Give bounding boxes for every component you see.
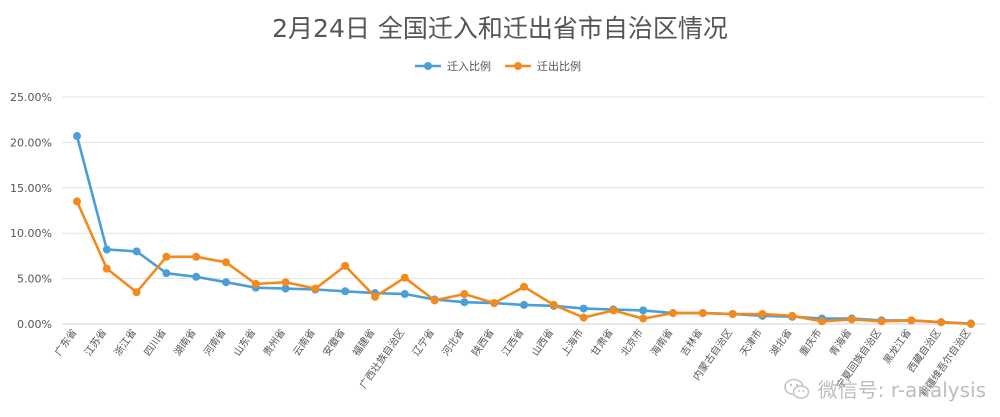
data-point	[758, 310, 767, 319]
x-tick-label: 湖南省	[171, 326, 199, 358]
data-point	[549, 300, 558, 309]
data-point	[788, 311, 797, 320]
data-point	[400, 273, 409, 282]
data-point	[132, 288, 141, 297]
data-point	[609, 306, 618, 315]
data-point	[460, 298, 469, 307]
x-tick-label: 天津市	[737, 326, 765, 358]
data-point	[728, 310, 737, 319]
x-tick-label: 重庆市	[797, 326, 825, 358]
y-tick-label: 0.00%	[17, 318, 52, 331]
x-tick-label: 江苏省	[81, 326, 109, 358]
x-tick-label: 贵州省	[260, 326, 288, 358]
data-point	[162, 252, 171, 261]
x-tick-label: 安徽省	[320, 326, 348, 358]
data-point	[818, 317, 826, 326]
data-point	[520, 300, 528, 309]
data-point	[192, 272, 201, 281]
x-tick-label: 河南省	[201, 326, 229, 358]
data-point	[669, 309, 677, 318]
watermark: 微信号: r-analysis	[783, 374, 986, 403]
y-tick-label: 20.00%	[10, 136, 52, 149]
y-tick-label: 10.00%	[10, 227, 52, 240]
x-tick-label: 江西省	[499, 326, 527, 358]
x-tick-label: 四川省	[141, 326, 169, 358]
data-point	[877, 317, 886, 326]
data-point	[222, 258, 230, 267]
data-point	[371, 292, 379, 301]
data-point	[579, 313, 588, 322]
x-tick-label: 山西省	[528, 326, 556, 358]
x-tick-label: 青海省	[826, 326, 854, 358]
x-tick-label: 陕西省	[469, 326, 497, 358]
x-tick-label: 上海市	[558, 326, 586, 358]
gridlines	[62, 96, 985, 325]
series-lines	[73, 132, 975, 328]
x-tick-label: 云南省	[290, 326, 318, 358]
data-point	[937, 318, 946, 327]
y-tick-label: 5.00%	[17, 273, 52, 286]
data-point	[341, 287, 350, 296]
data-point	[967, 320, 975, 328]
x-tick-label: 海南省	[648, 326, 676, 358]
y-tick-label: 25.00%	[10, 91, 52, 104]
data-point	[520, 282, 528, 291]
data-point	[847, 315, 856, 324]
wechat-icon	[783, 378, 810, 399]
series-1	[73, 132, 975, 328]
x-tick-label: 湖北省	[767, 326, 795, 358]
legend-label: 迁出比例	[537, 59, 581, 73]
x-tick-label: 吉林省	[677, 326, 705, 358]
x-tick-label: 辽宁省	[409, 326, 437, 358]
data-point	[460, 290, 469, 299]
data-point	[222, 278, 230, 287]
data-point	[311, 284, 320, 293]
x-tick-label: 福建省	[350, 326, 378, 358]
data-point	[639, 314, 648, 323]
data-point	[73, 197, 81, 206]
x-tick-label: 甘肃省	[588, 326, 616, 358]
x-tick-label: 黑龙江省	[880, 326, 914, 366]
data-point	[102, 264, 111, 273]
chart-title: 2月24日 全国迁入和迁出省市自治区情况	[272, 14, 728, 43]
data-point	[192, 252, 201, 261]
data-point	[698, 309, 707, 318]
data-point	[251, 280, 260, 289]
data-point	[162, 269, 171, 278]
legend: 迁入比例 迁出比例	[415, 59, 581, 73]
series-2	[73, 197, 975, 328]
legend-marker	[424, 62, 432, 70]
y-axis: 25.00% 20.00% 15.00% 10.00% 5.00% 0.00%	[10, 91, 52, 331]
data-point	[490, 299, 499, 308]
data-point	[341, 261, 350, 270]
data-point	[132, 247, 141, 256]
watermark-text: 微信号: r-analysis	[817, 378, 986, 402]
data-point	[102, 245, 111, 254]
data-point	[579, 304, 588, 313]
legend-label: 迁入比例	[447, 59, 491, 73]
data-point	[73, 132, 81, 141]
series-line	[75, 135, 972, 325]
data-point	[639, 306, 648, 315]
data-point	[281, 278, 290, 287]
data-point	[281, 284, 290, 293]
x-tick-label: 山东省	[230, 326, 258, 358]
x-tick-label: 广东省	[52, 326, 80, 358]
data-point	[430, 296, 439, 305]
x-tick-label: 河北省	[439, 326, 467, 358]
x-tick-label: 浙江省	[111, 326, 139, 358]
y-tick-label: 15.00%	[10, 182, 52, 195]
data-point	[907, 316, 916, 325]
legend-marker	[514, 62, 522, 70]
data-point	[400, 290, 409, 299]
x-tick-label: 北京市	[618, 326, 646, 358]
